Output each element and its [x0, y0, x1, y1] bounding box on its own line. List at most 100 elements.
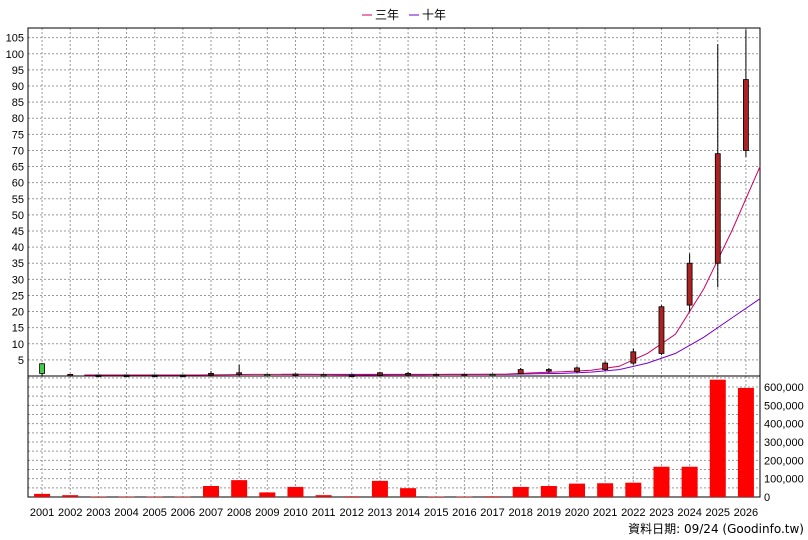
- volume-bar: [174, 496, 191, 498]
- volume-bar: [371, 480, 388, 497]
- candle-body: [545, 369, 552, 372]
- volume-ytick-label: 200,000: [764, 455, 804, 467]
- volume-ytick-label: 400,000: [764, 419, 804, 431]
- price-ytick-label: 75: [12, 129, 24, 141]
- price-ytick-label: 85: [12, 97, 24, 109]
- volume-panel: 0 100,000 200,000 300,000 400,000 500,000 600,…: [27, 375, 804, 504]
- xtick-label: 2006: [171, 507, 195, 519]
- price-ytick-label: 55: [12, 194, 24, 206]
- price-ytick-label: 90: [12, 81, 24, 93]
- price-ytick-label: 95: [12, 65, 24, 77]
- volume-bar: [315, 495, 332, 497]
- candle-body: [39, 363, 45, 374]
- price-ytick-label: 45: [12, 226, 24, 238]
- volume-bar: [484, 496, 501, 497]
- xtick-label: 2013: [368, 507, 392, 519]
- candle-body: [714, 153, 721, 264]
- xtick-label: 2004: [114, 507, 138, 519]
- xtick-label: 2025: [706, 507, 730, 519]
- price-ytick-label: 50: [12, 210, 24, 222]
- price-ytick-label: 70: [12, 145, 24, 157]
- price-ytick-label: 60: [12, 178, 24, 190]
- price-ytick-label: 25: [12, 290, 24, 302]
- volume-ytick-label: 0: [764, 492, 770, 504]
- xtick-label: 2001: [30, 507, 54, 519]
- volume-bar: [709, 379, 726, 497]
- xtick-label: 2016: [452, 507, 476, 519]
- volume-ytick-label: 300,000: [764, 437, 804, 449]
- volume-bar: [737, 387, 754, 497]
- price-ytick-label: 40: [12, 242, 24, 254]
- candle-body: [292, 373, 299, 376]
- volume-bar: [681, 466, 698, 497]
- price-ytick-label: 35: [12, 258, 24, 270]
- candle-body: [517, 369, 524, 375]
- price-frame: [27, 27, 761, 377]
- price-ytick-label: 100: [6, 49, 24, 61]
- xtick-label: 2022: [621, 507, 645, 519]
- xtick-label: 2002: [58, 507, 82, 519]
- price-ytick-label: 15: [12, 323, 24, 335]
- candle-body: [630, 351, 637, 364]
- xtick-label: 2014: [396, 507, 420, 519]
- price-panel: 5 10 15 20 25 30 35 40 45 50 55 60 65 70 75 80 85 90 95 100…: [6, 27, 761, 497]
- legend-label-ma10: 十年: [422, 8, 446, 22]
- xtick-label: 2020: [565, 507, 589, 519]
- candle-body: [574, 367, 580, 372]
- ma3-line: [84, 166, 761, 376]
- volume-bar: [62, 495, 79, 497]
- price-ytick-label: 20: [12, 307, 24, 319]
- chart-legend: 三年 十年: [362, 8, 446, 22]
- xtick-label: 2005: [142, 507, 166, 519]
- candle-body: [377, 372, 383, 376]
- volume-bar: [203, 486, 219, 497]
- xtick-label: 2015: [424, 507, 448, 519]
- xtick-label: 2012: [340, 507, 364, 519]
- volume-ytick-label: 600,000: [764, 382, 804, 394]
- xtick-label: 2017: [480, 507, 504, 519]
- x-axis: 2001 2002 2003 2004 2005 2006 2007 2008 2009 2010…: [30, 507, 758, 519]
- legend-label-ma3: 三年: [375, 8, 399, 22]
- volume-ytick-label: 500,000: [764, 400, 804, 412]
- candle-body: [686, 262, 693, 306]
- candle-body: [208, 373, 214, 376]
- volume-bar: [653, 466, 670, 497]
- xtick-label: 2010: [283, 507, 307, 519]
- volume-bar: [400, 488, 417, 497]
- xtick-label: 2026: [734, 507, 758, 519]
- candle-body: [743, 79, 749, 151]
- candle-body: [602, 362, 609, 370]
- xtick-label: 2007: [199, 507, 223, 519]
- price-ytick-label: 80: [12, 113, 24, 125]
- price-ytick-label: 65: [12, 162, 24, 174]
- volume-bar: [512, 486, 529, 497]
- volume-bar: [569, 483, 585, 497]
- volume-bar: [90, 496, 107, 497]
- volume-bar: [231, 480, 248, 497]
- volume-bar: [146, 496, 163, 498]
- xtick-label: 2011: [312, 507, 336, 519]
- xtick-label: 2024: [677, 507, 701, 519]
- price-ytick-label: 10: [12, 339, 24, 351]
- candle-body: [658, 306, 665, 354]
- xtick-label: 2023: [649, 507, 673, 519]
- volume-bar: [343, 496, 360, 497]
- candle-body: [405, 373, 411, 376]
- candle-body: [236, 372, 243, 375]
- volume-bar: [34, 493, 51, 497]
- volume-bar: [456, 496, 473, 498]
- price-ytick-label: 30: [12, 274, 24, 286]
- xtick-label: 2019: [537, 507, 561, 519]
- volume-bar: [259, 492, 276, 497]
- xtick-label: 2018: [508, 507, 532, 519]
- volume-bar: [287, 486, 304, 497]
- xtick-label: 2009: [255, 507, 279, 519]
- volume-ytick-label: 100,000: [764, 474, 804, 486]
- volume-bar: [540, 486, 557, 497]
- xtick-label: 2008: [227, 507, 251, 519]
- xtick-label: 2021: [593, 507, 617, 519]
- footer-date-source: 資料日期: 09/24 (Goodinfo.tw): [628, 522, 804, 536]
- volume-bar: [428, 496, 445, 497]
- xtick-label: 2003: [86, 507, 110, 519]
